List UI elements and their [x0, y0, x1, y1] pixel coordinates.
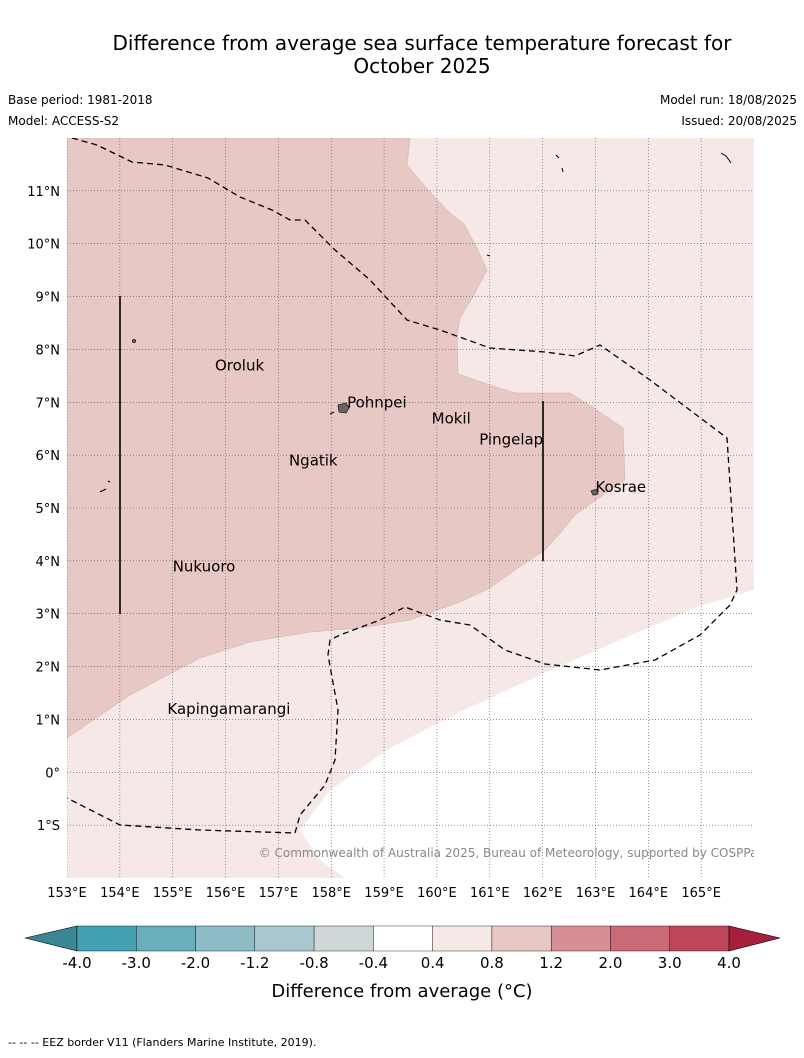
latitude-tick-label: 1°S	[37, 819, 60, 834]
longitude-tick-label: 163°E	[576, 886, 616, 901]
longitude-tick-label: 157°E	[259, 886, 299, 901]
place-label-mokil: Mokil	[432, 409, 471, 427]
colorbar-segment	[491, 925, 552, 952]
longitude-labels: 153°E 154°E 155°E 156°E 157°E 158°E 159°E 160°E…	[47, 886, 721, 901]
pohnpei-island	[337, 402, 350, 414]
colorbar-tick-label: 4.0	[717, 954, 741, 972]
colorbar-tick-label: -0.4	[359, 954, 388, 972]
longitude-tick-label: 158°E	[311, 886, 351, 901]
latitude-tick-label: 2°N	[36, 661, 61, 676]
title-line-1: Difference from average sea surface temp…	[112, 31, 732, 55]
colorbar-tick-label: -4.0	[62, 954, 91, 972]
latitude-tick-label: 3°N	[36, 608, 61, 623]
base-period: Base period: 1981-2018	[8, 93, 153, 107]
longitude-tick-label: 162°E	[523, 886, 563, 901]
model-run: Model run: 18/08/2025	[659, 93, 797, 107]
colorbar-tick-label: 1.2	[539, 954, 563, 972]
latitude-tick-label: 4°N	[36, 555, 61, 570]
graticule	[67, 138, 754, 878]
colorbar-tick-label: 0.8	[480, 954, 504, 972]
colorbar-tick-label: -2.0	[181, 954, 210, 972]
colorbar-segment	[136, 925, 196, 952]
place-label-kosrae: Kosrae	[595, 478, 646, 496]
colorbar-segment	[76, 925, 137, 952]
colorbar-tick-labels: -4.0 -3.0 -2.0 -1.2 -0.8 -0.4 0.4 0.8 1.2 2.0 3.0 4…	[62, 954, 741, 972]
place-label-pohnpei: Pohnpei	[347, 394, 407, 412]
issued-date: Issued: 20/08/2025	[681, 114, 797, 128]
colorbar-tick-label: -0.8	[299, 954, 328, 972]
colorbar-segment	[610, 925, 670, 952]
colorbar-label: Difference from average (°C)	[271, 981, 532, 1002]
latitude-tick-label: 1°N	[36, 713, 61, 728]
longitude-tick-label: 159°E	[364, 886, 404, 901]
latitude-labels: 11°N 10°N 9°N 8°N 7°N 6°N 5°N 4°N 3°N 2°N 1°N 0° 1°S	[27, 185, 60, 834]
latitude-tick-label: 10°N	[27, 238, 60, 253]
longitude-tick-label: 164°E	[629, 886, 669, 901]
colorbar-segment	[313, 925, 374, 952]
colorbar-segment	[432, 925, 493, 952]
sst-anomaly-map: Oroluk Pohnpei Mokil Pingelap Ngatik Kosrae Nu…	[24, 138, 781, 1002]
colorbar-tick-label: 3.0	[658, 954, 682, 972]
place-label-pingelap: Pingelap	[479, 431, 543, 449]
colorbar-segment	[669, 925, 730, 952]
colorbar-tick-label: -3.0	[122, 954, 151, 972]
colorbar-tick-label: 0.4	[421, 954, 445, 972]
anomaly-band-0-8-to-1-2	[67, 138, 626, 739]
longitude-tick-label: 153°E	[47, 886, 87, 901]
colorbar-tick-label: -1.2	[240, 954, 269, 972]
colorbar-segment	[254, 925, 315, 952]
latitude-tick-label: 7°N	[36, 396, 61, 411]
longitude-tick-label: 156°E	[206, 886, 246, 901]
latitude-tick-label: 8°N	[36, 343, 61, 358]
colorbar-segment	[195, 925, 256, 952]
place-label-nukuoro: Nukuoro	[173, 557, 236, 575]
place-label-kapingamarangi: Kapingamarangi	[167, 700, 290, 718]
longitude-tick-label: 161°E	[470, 886, 510, 901]
place-labels: Oroluk Pohnpei Mokil Pingelap Ngatik Kosrae Nu…	[167, 357, 646, 719]
islands	[99, 152, 732, 496]
colorbar-segments	[76, 925, 730, 952]
latitude-tick-label: 0°	[45, 766, 60, 781]
colorbar-over-arrow	[728, 925, 781, 952]
chart-title: Difference from average sea surface temp…	[60, 32, 784, 78]
longitude-tick-label: 165°E	[681, 886, 721, 901]
latitude-tick-label: 5°N	[36, 502, 61, 517]
latitude-tick-label: 11°N	[27, 185, 60, 200]
latitude-tick-label: 6°N	[36, 449, 61, 464]
title-line-2: October 2025	[353, 54, 491, 78]
copyright-note: © Commonwealth of Australia 2025, Bureau…	[259, 846, 764, 860]
eez-footnote: -- -- -- EEZ border V11 (Flanders Marine…	[8, 1036, 317, 1049]
place-label-ngatik: Ngatik	[289, 452, 338, 470]
place-label-oroluk: Oroluk	[215, 357, 264, 375]
kosrae-island	[590, 488, 599, 496]
colorbar-segment	[373, 925, 433, 952]
model-name: Model: ACCESS-S2	[8, 114, 120, 128]
longitude-tick-label: 160°E	[417, 886, 457, 901]
colorbar-under-arrow	[24, 925, 78, 952]
colorbar-tick-label: 2.0	[599, 954, 623, 972]
small-island	[131, 338, 136, 343]
colorbar-segment	[550, 925, 611, 952]
longitude-tick-label: 154°E	[100, 886, 140, 901]
colorbar: -4.0 -3.0 -2.0 -1.2 -0.8 -0.4 0.4 0.8 1.2 2.0 3.0 4…	[24, 925, 781, 1002]
longitude-tick-label: 155°E	[153, 886, 193, 901]
latitude-tick-label: 9°N	[36, 291, 61, 306]
